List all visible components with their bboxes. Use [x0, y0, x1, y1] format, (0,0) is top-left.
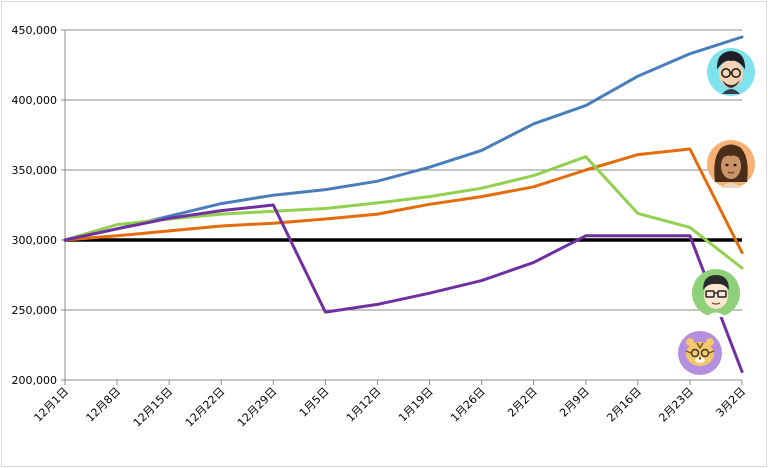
series-line-2 — [63, 147, 744, 255]
series-line-1 — [63, 35, 744, 242]
x-tick-label: 2月2日 — [505, 385, 540, 420]
x-tick-label: 12月15日 — [131, 385, 176, 430]
x-tick-label: 12月8日 — [84, 385, 124, 425]
x-tick-label: 1月5日 — [297, 385, 332, 420]
series-avatars — [678, 48, 755, 375]
y-axis-tick-labels: 200,000 250,000 300,000 350,000 400,000 450,0… — [12, 24, 58, 387]
series-line-4 — [63, 203, 744, 374]
x-tick-label: 2月16日 — [604, 385, 644, 425]
x-tick-label: 1月12日 — [344, 385, 384, 425]
y-tick-label: 450,000 — [12, 24, 58, 37]
x-tick-label: 2月23日 — [656, 385, 696, 425]
y-tick-label: 400,000 — [12, 94, 58, 107]
y-tick-label: 350,000 — [12, 164, 58, 177]
woman-long-hair-avatar-icon — [707, 140, 755, 188]
x-tick-label: 12月22日 — [183, 385, 228, 430]
gridlines — [65, 29, 742, 381]
x-tick-label: 3月2日 — [713, 385, 748, 420]
x-tick-label: 12月1日 — [32, 385, 72, 425]
man-glasses-green-avatar-icon — [692, 269, 740, 317]
x-tick-label: 1月19日 — [396, 385, 436, 425]
x-tick-label: 2月9日 — [557, 385, 592, 420]
tiger-avatar-icon — [678, 331, 722, 375]
y-tick-label: 250,000 — [12, 304, 58, 317]
y-tick-label: 200,000 — [12, 374, 58, 387]
series-lines — [63, 35, 744, 374]
man-glasses-beard-avatar-icon — [707, 48, 755, 96]
x-tick-label: 1月26日 — [448, 385, 488, 425]
x-axis-tick-labels: 12月1日 12月8日 12月15日 12月22日 12月29日 1月5日 1月12日 1月1… — [32, 385, 749, 430]
axes — [61, 29, 743, 385]
y-tick-label: 300,000 — [12, 234, 58, 247]
x-tick-label: 12月29日 — [235, 385, 280, 430]
